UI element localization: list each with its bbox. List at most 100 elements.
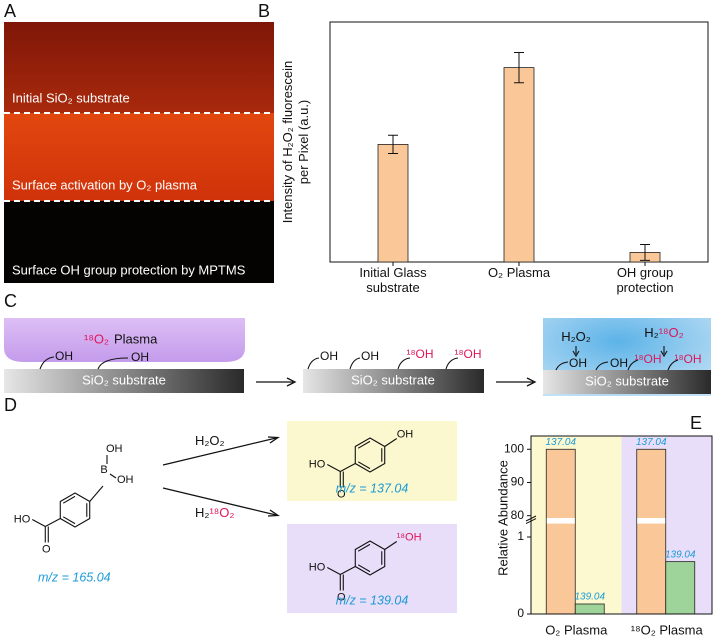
series-label: 139.04 bbox=[574, 592, 605, 603]
y-tick-label: 0 bbox=[517, 606, 524, 620]
surface-group-labeled: ¹⁸OH bbox=[674, 352, 701, 366]
molecule-part: H₂ bbox=[644, 325, 658, 340]
surface-group: OH bbox=[361, 349, 379, 363]
surface-group-labeled: ¹⁸OH bbox=[454, 347, 481, 361]
surface-group: OH bbox=[569, 356, 587, 370]
panel-label: A bbox=[4, 1, 16, 21]
x-tick-label-box: OH group protection bbox=[616, 265, 674, 295]
error-bar bbox=[514, 51, 524, 84]
atom: ¹⁸OH bbox=[397, 531, 422, 543]
bar bbox=[574, 603, 605, 615]
band-label: Initial SiO₂ substrate bbox=[12, 90, 130, 105]
substrate bbox=[543, 370, 711, 394]
reagent: H₂O₂ bbox=[195, 433, 225, 448]
category-background bbox=[531, 436, 622, 614]
double-bond bbox=[62, 495, 76, 504]
product-box bbox=[287, 421, 457, 501]
reagent-part: H₂O₂ bbox=[195, 433, 225, 448]
y-tick-label: 80 bbox=[511, 508, 525, 522]
x-tick-label: O₂ Plasma bbox=[545, 622, 608, 637]
surface-group: OH bbox=[131, 350, 149, 364]
y-tick-label: 90 bbox=[511, 475, 525, 489]
ring bbox=[354, 540, 386, 576]
double-bond bbox=[357, 440, 371, 449]
y-axis-label: Intensity of H₂O₂ fluoresceinper Pixel (… bbox=[280, 61, 311, 224]
ring bbox=[354, 437, 386, 473]
molecules bbox=[32, 437, 398, 591]
molecule-part: ¹⁸O₂ bbox=[659, 325, 684, 340]
substrate bbox=[303, 369, 484, 393]
plasma-cloud bbox=[4, 318, 245, 362]
bond bbox=[89, 455, 117, 502]
bar bbox=[503, 67, 535, 263]
error-bar bbox=[388, 134, 398, 155]
series-label: 137.04 bbox=[636, 437, 667, 448]
band-initial bbox=[4, 22, 274, 113]
surface-group-labeled: ¹⁸OH bbox=[634, 352, 661, 366]
x-tick-label: Initial Glass substrate bbox=[359, 265, 427, 295]
series-label: 137.04 bbox=[545, 437, 576, 448]
atom: HO bbox=[309, 561, 326, 573]
reagent: H₂¹⁸O₂ bbox=[195, 505, 234, 520]
product-box bbox=[287, 524, 457, 613]
reagent-part: H₂ bbox=[195, 505, 209, 520]
double-bond bbox=[357, 461, 371, 470]
substrate-label: SiO₂ substrate bbox=[82, 372, 166, 387]
mz-label: m/z = 137.04 bbox=[336, 481, 409, 495]
molecule-part: H₂O₂ bbox=[561, 329, 591, 344]
ring bbox=[59, 492, 91, 528]
molecule: H₂¹⁸O₂ bbox=[644, 325, 683, 340]
plasma-isotope: ¹⁸O₂ bbox=[84, 331, 109, 346]
surface-group: OH bbox=[320, 349, 338, 363]
bond bbox=[32, 518, 61, 543]
band-activated bbox=[4, 113, 274, 201]
series-label: 139.04 bbox=[665, 549, 696, 560]
mz-label: m/z = 139.04 bbox=[336, 593, 409, 607]
band-label: Surface OH group protection by MPTMS bbox=[12, 262, 246, 277]
band-protected bbox=[4, 201, 274, 283]
axis-break-gap bbox=[546, 518, 575, 524]
atom: O bbox=[337, 591, 346, 603]
panel-label: B bbox=[258, 1, 270, 21]
atom: O bbox=[42, 543, 51, 555]
bond bbox=[384, 438, 398, 447]
mz-label: m/z = 165.04 bbox=[38, 570, 111, 584]
substrate bbox=[4, 369, 244, 393]
substrate-label: SiO₂ substrate bbox=[351, 372, 435, 387]
band-label: Surface activation by O₂ plasma bbox=[12, 177, 198, 192]
y-axis-label-line: Intensity of H₂O₂ fluorescein bbox=[280, 61, 295, 224]
axis-break-gap bbox=[637, 518, 666, 524]
error-bar bbox=[640, 243, 650, 261]
y-tick-label: 1 bbox=[517, 529, 524, 543]
x-tick-label: OH group protection bbox=[616, 265, 674, 295]
bonds bbox=[39, 346, 679, 371]
atom: B bbox=[100, 464, 107, 476]
x-tick-label: ¹⁸O₂ Plasma bbox=[631, 622, 704, 637]
bar bbox=[665, 561, 696, 615]
x-tick-label: O₂ Plasma bbox=[487, 265, 551, 280]
arrows bbox=[162, 377, 537, 517]
surface-group-labeled: ¹⁸OH bbox=[406, 347, 433, 361]
molecule: H₂O₂ bbox=[561, 329, 591, 344]
atom: OH bbox=[117, 474, 134, 486]
panel-label: C bbox=[4, 291, 17, 311]
bar bbox=[377, 143, 409, 263]
y-tick-label: 100 bbox=[504, 441, 524, 455]
atom: OH bbox=[397, 428, 414, 440]
surface-group: OH bbox=[610, 356, 628, 370]
atom: O bbox=[337, 488, 346, 500]
substrate-label: SiO₂ substrate bbox=[585, 373, 669, 388]
axis-break bbox=[525, 515, 537, 525]
bar bbox=[545, 448, 576, 615]
panel-label: D bbox=[4, 395, 17, 415]
bond bbox=[384, 541, 398, 550]
atom: HO bbox=[309, 458, 326, 470]
bond bbox=[327, 463, 356, 488]
double-bond bbox=[62, 516, 76, 525]
double-bond bbox=[357, 543, 371, 552]
y-axis-label: Relative Abundance bbox=[495, 460, 510, 576]
y-axis-label-line: per Pixel (a.u.) bbox=[296, 100, 311, 185]
plot-frame bbox=[530, 435, 713, 615]
plasma-word: Plasma bbox=[114, 331, 158, 346]
